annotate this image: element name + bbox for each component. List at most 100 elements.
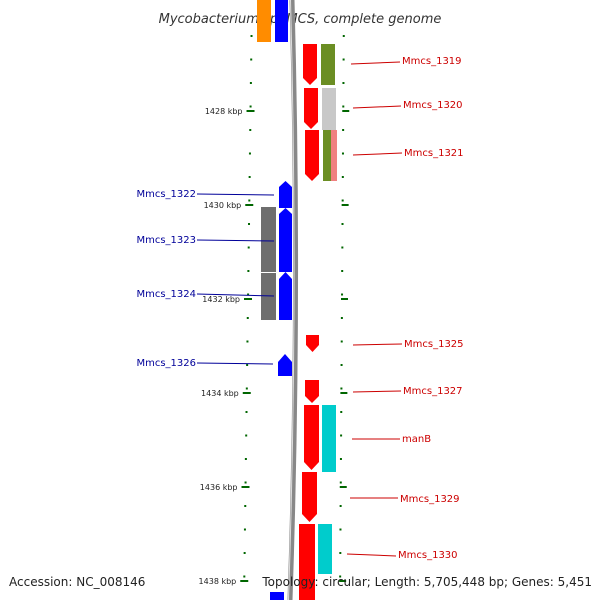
tick-dot: [247, 293, 250, 296]
feature-olive-1321: [323, 130, 331, 181]
tick-dot: [250, 35, 253, 37]
tick-dot: [342, 105, 345, 108]
gene-label-mmcs-1320[interactable]: Mmcs_1320: [403, 100, 463, 111]
tick-dot: [243, 575, 246, 578]
tick-dot: [243, 528, 246, 531]
tick-dot: [246, 364, 249, 366]
tick-dot: [341, 293, 344, 296]
tick-dot: [243, 552, 246, 554]
feature-blue-top: [275, 0, 288, 42]
tick-dot: [339, 528, 342, 531]
gene-arrow-manb[interactable]: [304, 405, 319, 470]
tick-dot: [340, 340, 343, 343]
tick-label: 1434 kbp: [201, 389, 239, 398]
tick-dot: [342, 129, 345, 131]
tick-dot: [339, 481, 342, 484]
feature-cyan-manb: [322, 405, 336, 472]
tick-dot: [340, 434, 343, 437]
tick-dot: [248, 223, 251, 225]
tick-dot: [340, 364, 343, 366]
tick-dot: [339, 458, 342, 460]
gene-arrow-mmcs-1330[interactable]: [299, 524, 315, 600]
tick-label: 1430 kbp: [204, 201, 242, 210]
tick-dot: [245, 411, 248, 413]
gene-arrow-mmcs-1327[interactable]: [305, 380, 319, 403]
feature-lightgray-1320: [322, 88, 336, 130]
gene-label-group-minus: Mmcs_1322 Mmcs_1323 Mmcs_1324 Mmcs_1326: [136, 189, 275, 369]
gene-label-manb[interactable]: manB: [402, 434, 431, 445]
tick-dot: [248, 152, 251, 155]
gene-label-mmcs-1319[interactable]: Mmcs_1319: [402, 56, 462, 67]
tick-dot: [247, 246, 250, 249]
tick-label: 1428 kbp: [205, 107, 243, 116]
tick-dot: [341, 270, 344, 272]
gene-arrow-mmcs-1320[interactable]: [304, 88, 318, 129]
gene-label-mmcs-1330[interactable]: Mmcs_1330: [398, 550, 458, 561]
feature-blue-bottom: [270, 592, 284, 600]
tick-dot: [342, 82, 345, 84]
tick-dot: [339, 575, 342, 578]
gene-arrow-mmcs-1329[interactable]: [302, 472, 317, 522]
tick-dot: [340, 317, 343, 319]
tick-label: 1436 kbp: [200, 483, 238, 492]
tick-dot: [248, 176, 251, 178]
tick-dot: [248, 199, 251, 202]
tick-dot: [341, 246, 344, 249]
tick-label: 1432 kbp: [202, 295, 240, 304]
feature-salmon-1321: [331, 130, 337, 181]
tick-dot: [339, 552, 342, 554]
backbone-outer: [287, 0, 299, 600]
gene-label-mmcs-1321[interactable]: Mmcs_1321: [404, 148, 464, 159]
feature-olive-1319: [321, 44, 335, 85]
tick-dot: [250, 58, 253, 61]
scale-ticks: 1428 kbp 1430 kbp 1432 kbp 1434 kbp 1436 kbp…: [199, 107, 350, 586]
feature-gray-1323: [261, 207, 276, 272]
gene-arrow-mmcs-1325[interactable]: [306, 335, 319, 352]
feature-gray-1324: [261, 273, 276, 320]
tick-dot: [244, 481, 247, 484]
gene-label-mmcs-1322[interactable]: Mmcs_1322: [136, 189, 196, 200]
tick-dot: [249, 105, 252, 108]
tick-dot: [340, 411, 343, 413]
gene-label-mmcs-1326[interactable]: Mmcs_1326: [136, 358, 196, 369]
tick-dots-left: [243, 35, 253, 578]
tick-dot: [341, 223, 344, 225]
feature-cyan-1330: [318, 524, 332, 574]
tick-label: 1438 kbp: [199, 577, 237, 586]
tick-dot: [342, 58, 345, 61]
topology-text: Topology: circular; Length: 5,705,448 bp…: [261, 575, 592, 589]
gene-arrow-mmcs-1326[interactable]: [278, 354, 292, 376]
gene-label-mmcs-1324[interactable]: Mmcs_1324: [136, 289, 196, 300]
gene-label-mmcs-1329[interactable]: Mmcs_1329: [400, 494, 460, 505]
tick-dot: [342, 35, 345, 37]
tick-dot: [341, 176, 344, 178]
tick-dot: [341, 152, 344, 155]
gene-label-group-plus: Mmcs_1319 Mmcs_1320 Mmcs_1321 Mmcs_1325 …: [346, 56, 464, 561]
tick-dot: [247, 270, 250, 272]
tick-dot: [244, 458, 247, 460]
tick-dot: [249, 129, 252, 131]
gene-arrow-mmcs-1321[interactable]: [305, 130, 319, 181]
tick-dot: [245, 387, 248, 390]
tick-dot: [340, 387, 343, 390]
tick-dot: [246, 340, 249, 343]
gene-label-mmcs-1327[interactable]: Mmcs_1327: [403, 386, 463, 397]
accession-text: Accession: NC_008146: [9, 575, 145, 589]
gene-arrow-mmcs-1322[interactable]: [279, 181, 292, 208]
gene-arrow-mmcs-1319[interactable]: [303, 44, 317, 85]
gene-arrow-mmcs-1324[interactable]: [279, 272, 292, 320]
tick-dot: [245, 434, 248, 437]
tick-dot: [249, 82, 252, 84]
gene-label-mmcs-1325[interactable]: Mmcs_1325: [404, 339, 464, 350]
tick-dots-right: [339, 35, 345, 578]
tick-dot: [244, 505, 247, 507]
gene-arrow-mmcs-1323[interactable]: [279, 208, 292, 272]
feature-orange-top: [257, 0, 271, 42]
backbone-inner: [288, 0, 295, 600]
map-title: Mycobacterium sp. MCS, complete genome: [159, 12, 442, 27]
gene-label-mmcs-1323[interactable]: Mmcs_1323: [136, 235, 196, 246]
tick-dot: [339, 505, 342, 507]
tick-dot: [246, 317, 249, 319]
tick-dot: [341, 199, 344, 202]
